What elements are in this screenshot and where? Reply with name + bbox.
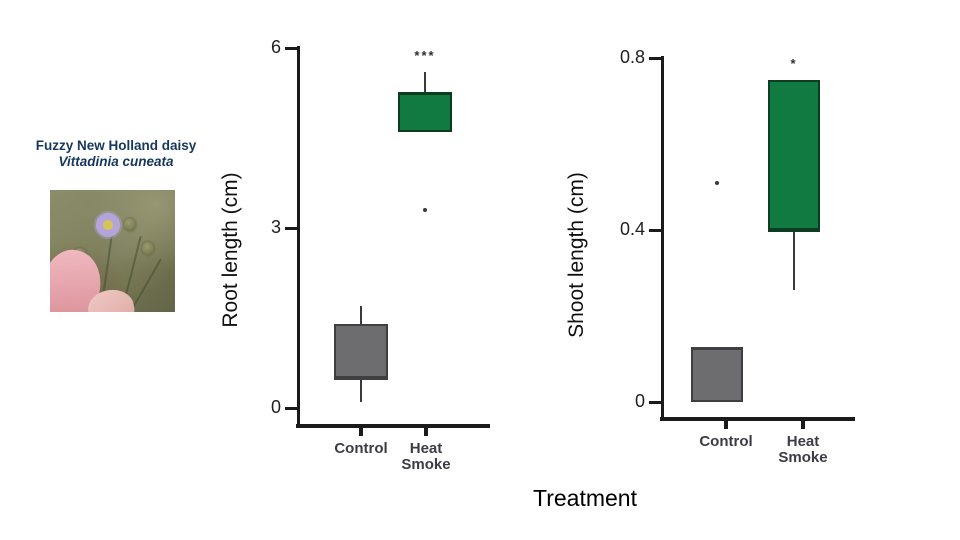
flower-bud xyxy=(124,218,136,231)
y-tick-label: 0 xyxy=(270,397,281,417)
median-line xyxy=(691,347,743,351)
lower-whisker xyxy=(360,378,362,402)
median-line xyxy=(768,229,820,232)
daisy-flower-icon xyxy=(92,210,124,240)
significance-label: *** xyxy=(414,48,436,63)
box-heat-smoke xyxy=(398,93,452,132)
x-tick xyxy=(359,428,363,436)
outlier-dot xyxy=(423,208,427,212)
y-tick-label: 0.4 xyxy=(619,219,645,239)
y-tick-label: 6 xyxy=(270,37,281,57)
box-control xyxy=(691,348,743,402)
daisy-photo xyxy=(50,190,175,312)
upper-whisker xyxy=(360,306,362,324)
x-axis-title: Treatment xyxy=(533,485,637,511)
outlier-dot xyxy=(715,180,719,185)
significance-label: * xyxy=(790,55,798,71)
species-scientific-name: Vittadinia cuneata xyxy=(58,154,174,169)
y-tick xyxy=(285,47,297,50)
category-label: Heat Smoke xyxy=(778,433,828,466)
species-common-name: Fuzzy New Holland daisy xyxy=(35,138,197,153)
y-tick xyxy=(649,401,661,404)
x-tick xyxy=(424,428,428,436)
x-tick xyxy=(801,421,805,429)
y-tick-label: 0.8 xyxy=(619,47,645,67)
lower-whisker xyxy=(793,230,795,291)
x-axis-line xyxy=(660,417,855,421)
y-tick xyxy=(649,229,661,232)
y-tick xyxy=(649,57,661,60)
box-heat-smoke xyxy=(768,79,820,230)
category-label: Control xyxy=(699,433,753,450)
y-axis-label: Root length (cm) xyxy=(219,172,242,328)
x-tick xyxy=(724,421,728,429)
y-tick xyxy=(285,227,297,230)
category-label: Control xyxy=(334,440,388,457)
upper-whisker xyxy=(424,72,426,93)
y-tick-label: 0 xyxy=(634,391,645,411)
y-axis-line xyxy=(297,46,300,428)
category-label: Heat Smoke xyxy=(401,440,451,473)
median-line xyxy=(398,92,452,95)
y-tick xyxy=(285,407,297,410)
box-control xyxy=(334,324,388,378)
stem-line xyxy=(130,258,162,312)
y-tick-label: 3 xyxy=(270,217,281,237)
y-axis-line xyxy=(661,56,664,421)
x-axis-line xyxy=(296,424,490,428)
y-axis-label: Shoot length (cm) xyxy=(565,172,588,338)
median-line xyxy=(334,377,388,380)
flower-bud xyxy=(142,242,154,255)
